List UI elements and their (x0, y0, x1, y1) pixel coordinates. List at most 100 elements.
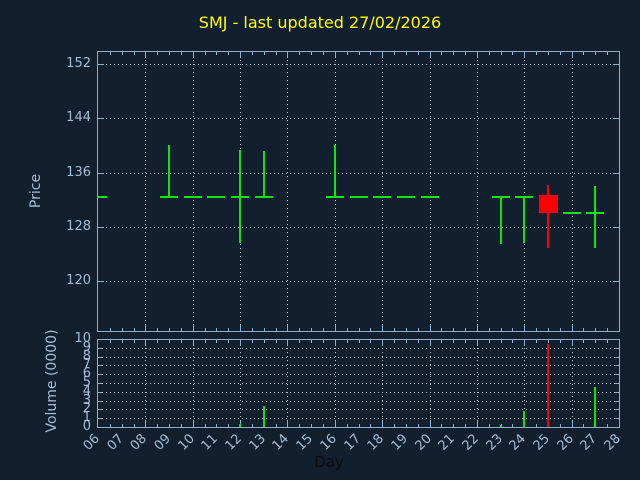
price-grid-vline (382, 52, 384, 331)
volume-grid-hline (98, 418, 619, 420)
x-tick-mark (429, 340, 431, 346)
x-tick-mark (299, 328, 301, 331)
x-tick-mark (370, 52, 372, 55)
price-axis-label: Price (28, 173, 44, 209)
price-tick-label: 120 (66, 273, 91, 288)
x-tick-mark (121, 52, 123, 55)
x-tick-mark (346, 52, 348, 55)
candle-wick-day-13 (262, 151, 265, 197)
x-tick-mark (417, 424, 419, 427)
x-tick-mark (287, 52, 289, 58)
x-tick-mark (251, 52, 253, 55)
x-tick-mark (311, 340, 313, 343)
x-tick-mark (204, 52, 206, 55)
volume-tick-mark (615, 400, 619, 402)
x-tick-mark (441, 328, 443, 331)
x-tick-mark (465, 328, 467, 331)
x-tick-mark (346, 424, 348, 427)
candle-wick-day-16 (333, 145, 336, 197)
x-tick-mark (382, 421, 384, 427)
x-tick-mark (429, 52, 431, 58)
volume-tick-label: 8 (82, 348, 91, 364)
x-tick-mark (109, 328, 111, 331)
x-tick-mark (169, 328, 171, 331)
x-tick-mark (145, 325, 147, 331)
x-tick-mark (559, 424, 561, 427)
x-tick-mark (192, 325, 194, 331)
x-tick-mark (358, 424, 360, 427)
x-tick-mark (228, 52, 230, 55)
x-tick-mark (583, 340, 585, 343)
x-tick-mark (240, 52, 242, 58)
x-tick-mark (476, 340, 478, 346)
volume-grid-vline (334, 340, 336, 427)
x-tick-mark (216, 328, 218, 331)
x-tick-mark (547, 340, 549, 343)
candle-open-close-day-27 (586, 211, 605, 214)
candle-open-close-day-19 (396, 195, 415, 198)
x-tick-mark (169, 424, 171, 427)
x-tick-mark (169, 52, 171, 55)
volume-grid-hline (98, 400, 619, 402)
x-tick-mark (583, 424, 585, 427)
x-tick-mark (204, 328, 206, 331)
x-tick-mark (524, 52, 526, 58)
x-tick-mark (417, 340, 419, 343)
x-tick-mark (311, 328, 313, 331)
x-tick-mark (476, 52, 478, 58)
x-tick-mark (287, 325, 289, 331)
x-tick-mark (595, 52, 597, 55)
x-tick-mark (607, 52, 609, 55)
price-tick-label: 152 (66, 56, 91, 71)
volume-tick-label: 4 (82, 383, 91, 399)
x-tick-mark (109, 52, 111, 55)
x-tick-mark (228, 328, 230, 331)
x-tick-mark (488, 424, 490, 427)
x-tick-label: 07 (104, 431, 127, 454)
candle-wick-day-9 (168, 145, 171, 197)
x-tick-label: 20 (412, 431, 435, 454)
x-tick-mark (216, 424, 218, 427)
x-tick-mark (547, 328, 549, 331)
x-tick-mark (133, 52, 135, 55)
candle-open-close-day-9 (160, 195, 179, 198)
price-tick-mark (613, 172, 619, 174)
x-tick-mark (251, 328, 253, 331)
x-tick-mark (571, 421, 573, 427)
x-tick-mark (536, 52, 538, 55)
x-tick-mark (536, 340, 538, 343)
x-tick-label: 09 (151, 431, 174, 454)
volume-grid-hline (98, 383, 619, 384)
x-tick-mark (133, 424, 135, 427)
candle-wick-day-24 (523, 196, 526, 244)
x-tick-mark (476, 421, 478, 427)
price-plot-area (97, 51, 620, 332)
x-tick-mark (476, 325, 478, 331)
volume-grid-hline (98, 347, 619, 349)
x-tick-mark (275, 424, 277, 427)
x-tick-mark (488, 52, 490, 55)
volume-grid-hline (98, 356, 619, 358)
x-tick-mark (287, 340, 289, 346)
candle-open-close-day-16 (325, 195, 344, 198)
x-tick-mark (465, 340, 467, 343)
volume-bar-day-12 (239, 424, 242, 427)
x-tick-mark (607, 424, 609, 427)
volume-tick-mark (98, 418, 102, 420)
volume-tick-mark (98, 374, 102, 376)
x-tick-mark (263, 52, 265, 55)
x-tick-mark (275, 328, 277, 331)
volume-tick-mark (615, 347, 619, 349)
price-tick-mark (613, 226, 619, 228)
x-tick-mark (358, 52, 360, 55)
volume-grid-hline (98, 374, 619, 376)
volume-bar-day-23 (499, 425, 502, 427)
volume-tick-label: 1 (82, 410, 91, 426)
x-tick-mark (322, 424, 324, 427)
x-tick-mark (607, 340, 609, 343)
x-tick-mark (322, 328, 324, 331)
x-tick-label: 26 (554, 431, 577, 454)
volume-tick-mark (615, 391, 619, 393)
price-grid-hline (98, 172, 619, 174)
x-tick-mark (441, 424, 443, 427)
